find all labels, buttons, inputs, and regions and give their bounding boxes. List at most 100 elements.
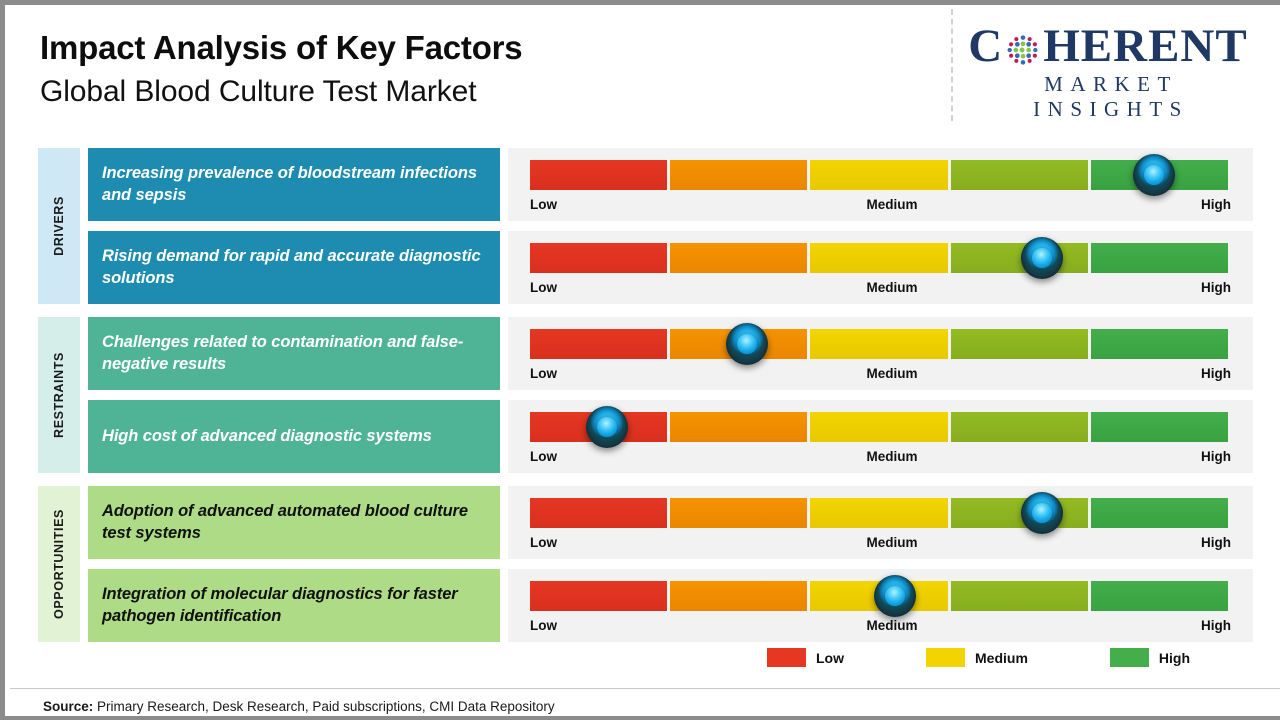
gauge-segment-high	[1090, 581, 1229, 611]
scale-label-low: Low	[530, 449, 557, 464]
gauge-segment-high	[1090, 412, 1229, 442]
factor-text: Rising demand for rapid and accurate dia…	[88, 231, 500, 304]
factor-text: High cost of advanced diagnostic systems	[88, 400, 500, 473]
scale-label-medium: Medium	[866, 535, 918, 550]
scale-label-low: Low	[530, 535, 557, 550]
gauge-segment-mid-high	[950, 581, 1088, 611]
gauge-bar	[530, 323, 1231, 365]
category-label-restraints: RESTRAINTS	[38, 317, 80, 473]
scale-label-low: Low	[530, 366, 557, 381]
group-opportunities: OPPORTUNITIES Adoption of advanced autom…	[38, 486, 1253, 642]
impact-marker[interactable]	[726, 323, 769, 365]
gauge-bar	[530, 492, 1231, 534]
gauge-scale: Low Medium High	[530, 535, 1231, 559]
logo-name-part1: C	[968, 20, 1004, 72]
group-rows: Challenges related to contamination and …	[88, 317, 1253, 473]
logo-wordmark: C	[958, 23, 1258, 70]
scale-label-low: Low	[530, 197, 557, 212]
group-drivers: DRIVERS Increasing prevalence of bloodst…	[38, 148, 1253, 304]
impact-marker[interactable]	[1020, 492, 1063, 534]
gauge-scale: Low Medium High	[530, 280, 1231, 304]
gauge-segment-low	[530, 498, 668, 528]
scale-label-high: High	[1200, 280, 1231, 295]
impact-gauge: Low Medium High	[508, 231, 1253, 304]
gauge-segment-low-mid	[670, 498, 808, 528]
source-text: Primary Research, Desk Research, Paid su…	[93, 699, 555, 714]
source-label: Source:	[43, 699, 94, 714]
category-label-text: DRIVERS	[52, 196, 66, 256]
source-note: Source: Primary Research, Desk Research,…	[43, 699, 555, 714]
category-label-text: OPPORTUNITIES	[52, 509, 66, 619]
impact-gauge: Low Medium High	[508, 400, 1253, 473]
legend-swatch-medium	[926, 648, 965, 667]
group-rows: Increasing prevalence of bloodstream inf…	[88, 148, 1253, 304]
logo-name-part2: HERENT	[1043, 20, 1248, 72]
gauge-segment-low-mid	[670, 412, 808, 442]
scale-label-medium: Medium	[866, 618, 918, 633]
gauge-segment-mid-high	[950, 412, 1088, 442]
gauge-segment-medium	[810, 498, 948, 528]
impact-gauge: Low Medium High	[508, 317, 1253, 390]
legend-label-low: Low	[816, 649, 844, 666]
scale-label-high: High	[1200, 449, 1231, 464]
legend-item-high: High	[1109, 648, 1190, 667]
gauge-segment-mid-high	[950, 160, 1088, 190]
gauge-segment-medium	[810, 412, 948, 442]
gauge-segment-medium	[810, 160, 948, 190]
page-header: Impact Analysis of Key Factors Global Bl…	[40, 29, 523, 110]
impact-marker[interactable]	[873, 575, 916, 617]
impact-gauge: Low Medium High	[508, 148, 1253, 221]
impact-gauge: Low Medium High	[508, 486, 1253, 559]
gauge-segment-low-mid	[670, 243, 808, 273]
page-subtitle: Global Blood Culture Test Market	[40, 74, 477, 108]
gauge-bar	[530, 406, 1231, 448]
category-label-text: RESTRAINTS	[52, 352, 66, 438]
legend-swatch-low	[767, 648, 806, 667]
legend-label-medium: Medium	[975, 649, 1028, 666]
factor-text: Increasing prevalence of bloodstream inf…	[88, 148, 500, 221]
factor-text: Challenges related to contamination and …	[88, 317, 500, 390]
legend-item-low: Low	[767, 648, 844, 667]
scale-label-medium: Medium	[866, 197, 918, 212]
gauge-scale: Low Medium High	[530, 449, 1231, 473]
impact-matrix: DRIVERS Increasing prevalence of bloodst…	[38, 148, 1253, 642]
gauge-segment-mid-high	[950, 243, 1088, 273]
legend-label-high: High	[1158, 649, 1190, 666]
gauge-segment-high	[1090, 498, 1229, 528]
impact-marker[interactable]	[586, 406, 629, 448]
gauge-segment-low	[530, 160, 668, 190]
gauge-segment-low	[530, 581, 668, 611]
factor-row: Challenges related to contamination and …	[88, 317, 1253, 390]
scale-label-high: High	[1200, 535, 1231, 550]
factor-text: Integration of molecular diagnostics for…	[88, 569, 500, 642]
page-title: Impact Analysis of Key Factors	[40, 29, 523, 66]
gauge-segment-high	[1090, 243, 1229, 273]
gauge-segment-medium	[810, 329, 948, 359]
scale-label-medium: Medium	[866, 449, 918, 464]
factor-row: Adoption of advanced automated blood cul…	[88, 486, 1253, 559]
gauge-segment-low-mid	[670, 581, 808, 611]
impact-marker[interactable]	[1020, 237, 1063, 279]
scale-label-low: Low	[530, 618, 557, 633]
group-rows: Adoption of advanced automated blood cul…	[88, 486, 1253, 642]
factor-row: Increasing prevalence of bloodstream inf…	[88, 148, 1253, 221]
group-restraints: RESTRAINTS Challenges related to contami…	[38, 317, 1253, 473]
gauge-segment-low	[530, 329, 668, 359]
legend-swatch-high	[1109, 648, 1149, 667]
scale-label-medium: Medium	[866, 280, 918, 295]
scale-label-high: High	[1200, 366, 1231, 381]
footer-divider	[10, 688, 1280, 689]
scale-label-low: Low	[530, 280, 557, 295]
gauge-bar	[530, 154, 1231, 196]
logo-tagline: MARKET INSIGHTS	[1033, 72, 1189, 121]
scale-label-medium: Medium	[866, 366, 918, 381]
factor-text: Adoption of advanced automated blood cul…	[88, 486, 500, 559]
gauge-bar	[530, 237, 1231, 279]
factor-row: Rising demand for rapid and accurate dia…	[88, 231, 1253, 304]
impact-marker[interactable]	[1132, 154, 1175, 196]
legend-item-medium: Medium	[926, 648, 1028, 667]
gauge-segment-low-mid	[670, 160, 808, 190]
gauge-segment-low	[530, 243, 668, 273]
gauge-segment-mid-high	[950, 329, 1088, 359]
